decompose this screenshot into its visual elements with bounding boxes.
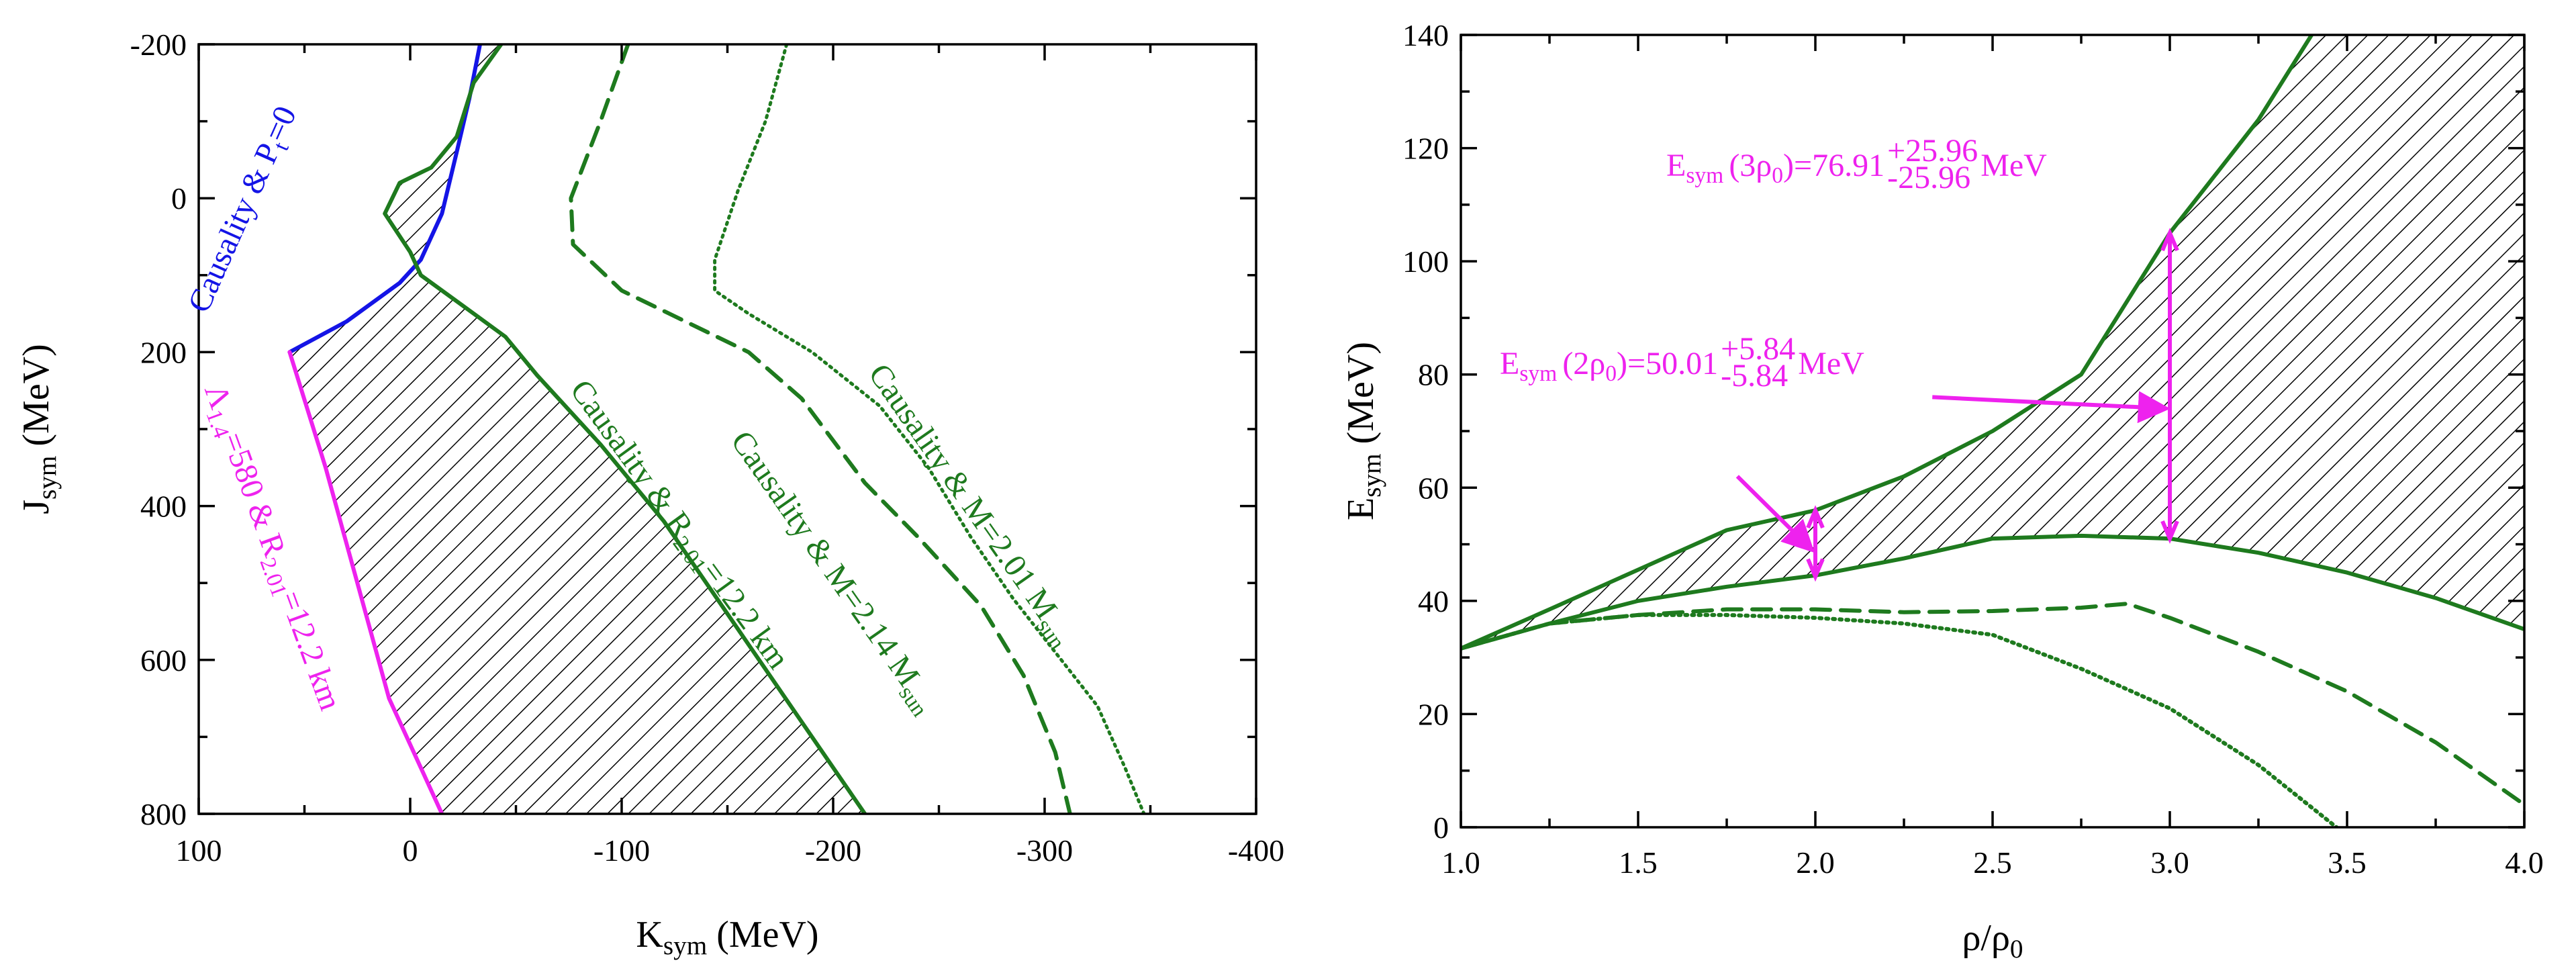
- annotation-e3-unit: MeV: [1981, 148, 2047, 183]
- error-bar-head-bottom-0: [1806, 558, 1825, 582]
- x-tick-label: 0: [403, 833, 418, 868]
- x-tick-label: 2.0: [1796, 845, 1835, 880]
- error-bar-head-bottom-1: [2160, 520, 2179, 544]
- series-line-2: [383, 44, 867, 814]
- annotation-pt: Causality & Pt=0: [181, 101, 307, 319]
- annotation-e2-close: )=50.01: [1617, 346, 1718, 381]
- series-line-1: [287, 350, 444, 814]
- x-tick-label: 3.5: [2328, 845, 2367, 880]
- annotation-e2-mid: (2ρ: [1562, 346, 1605, 381]
- x-tick-label: -300: [1016, 833, 1073, 868]
- x-tick-label: 3.0: [2150, 845, 2189, 880]
- annotation-pt-part-2: =0: [257, 101, 303, 146]
- annotation-e3-sub: sym: [1686, 163, 1723, 188]
- x-axis-label-left-part-1: sym: [663, 931, 707, 960]
- annotation-e2-unit: MeV: [1798, 346, 1864, 381]
- x-tick-label: 1.5: [1619, 845, 1658, 880]
- y-tick-label: 60: [1418, 471, 1449, 505]
- y-tick-label: 200: [140, 335, 187, 369]
- annotation-e2-lower: -5.84: [1721, 358, 1788, 393]
- pointer-arrow-1: [1735, 475, 1815, 553]
- annotation-e2: Esym (2ρ0)=50.01: [1500, 346, 1718, 386]
- pointer-arrow-0: [1932, 391, 2170, 424]
- annotation-e2-midsub: 0: [1605, 361, 1617, 386]
- chart-left-jsym-vs-ksym: 100 0 -100 -200 -300 -400 -200 0 200 400 600 800 Ksy…: [15, 28, 1284, 960]
- y-axis-label-left-part-1: sym: [33, 456, 62, 500]
- y-axis-label-right-part-0: E: [1340, 498, 1382, 520]
- error-bar-head-top-1: [2160, 228, 2179, 252]
- hatched-esym-band: [1461, 35, 2524, 649]
- annotation-e3-upper: +25.96: [1887, 133, 1978, 169]
- y-tick-label: 40: [1418, 584, 1449, 618]
- x-axis-label-left-part-0: K: [636, 914, 663, 956]
- y-tick-label: 140: [1402, 18, 1449, 52]
- chart-right-esym-vs-density: 1.0 1.5 2.0 2.5 3.0 3.5 4.0 0 20 40 60 80 100 120 140 ρ…: [1340, 18, 2544, 964]
- x-axis-label-right-part-1: 0: [2010, 935, 2023, 964]
- x-axis-label-left: Ksym (MeV): [636, 914, 818, 960]
- annotation-e2-upper: +5.84: [1721, 331, 1795, 367]
- annotation-e3-base: E: [1666, 148, 1686, 183]
- esym-series-line-3: [1461, 612, 2339, 827]
- y-axis-label-right: Esym (MeV): [1340, 342, 1386, 520]
- x-tick-label: 100: [176, 833, 222, 868]
- y-axis-label-left-part-0: J: [15, 500, 57, 514]
- y-tick-label: 400: [140, 490, 187, 524]
- annotation-e3-close: )=76.91: [1783, 148, 1885, 183]
- annotation-m201: Causality & M=2.01 Msun: [858, 357, 1082, 654]
- x-axis-label-right-part-0: ρ/ρ: [1962, 917, 2009, 959]
- y-tick-label: 80: [1418, 358, 1449, 392]
- y-axis-label-right-part-2: (MeV): [1340, 342, 1382, 453]
- annotation-e3-midsub: 0: [1772, 163, 1783, 188]
- y-axis-label-left: Jsym (MeV): [15, 344, 62, 514]
- x-tick-label: 4.0: [2505, 845, 2544, 880]
- y-tick-label: 20: [1418, 697, 1449, 731]
- annotation-e2-sub: sym: [1519, 361, 1557, 386]
- x-axis-label-right: ρ/ρ0: [1962, 917, 2023, 964]
- y-tick-label: 120: [1402, 132, 1449, 166]
- x-tick-label: -200: [805, 833, 861, 868]
- y-tick-label: 0: [171, 181, 187, 216]
- annotation-lam-part-4: =12.2 km: [273, 586, 348, 714]
- series-line-4: [713, 44, 1146, 814]
- x-tick-label: 1.0: [1441, 845, 1480, 880]
- y-tick-label: 0: [1433, 810, 1449, 845]
- x-axis-label-left-part-2: (MeV): [707, 914, 818, 956]
- y-tick-label: 100: [1402, 244, 1449, 279]
- hatched-allowed-region: [289, 44, 865, 814]
- y-axis-label-left-part-2: (MeV): [15, 344, 57, 455]
- y-tick-label: 800: [140, 797, 187, 831]
- x-tick-label: -100: [593, 833, 650, 868]
- annotation-e3-mid: (3ρ: [1729, 148, 1772, 183]
- y-tick-label: 600: [140, 643, 187, 678]
- y-axis-label-right-part-1: sym: [1357, 453, 1386, 497]
- annotation-m201-part-0: Causality & M=2.01 M: [861, 357, 1064, 626]
- esym-series-line-1: [1461, 533, 2524, 651]
- annotation-lam-part-2: =580 & R: [215, 428, 293, 561]
- annotation-e3-lower: -25.96: [1887, 160, 1970, 195]
- annotation-e3: Esym (3ρ0)=76.91: [1666, 148, 1885, 188]
- x-tick-label: 2.5: [1973, 845, 2012, 880]
- y-tick-label: -200: [130, 28, 187, 62]
- annotation-e2-base: E: [1500, 346, 1519, 381]
- series-line-3: [569, 44, 1072, 814]
- x-tick-label: -400: [1228, 833, 1284, 868]
- annotation-pt-part-0: Causality & P: [181, 138, 287, 318]
- esym-series-line-0: [1461, 35, 2314, 651]
